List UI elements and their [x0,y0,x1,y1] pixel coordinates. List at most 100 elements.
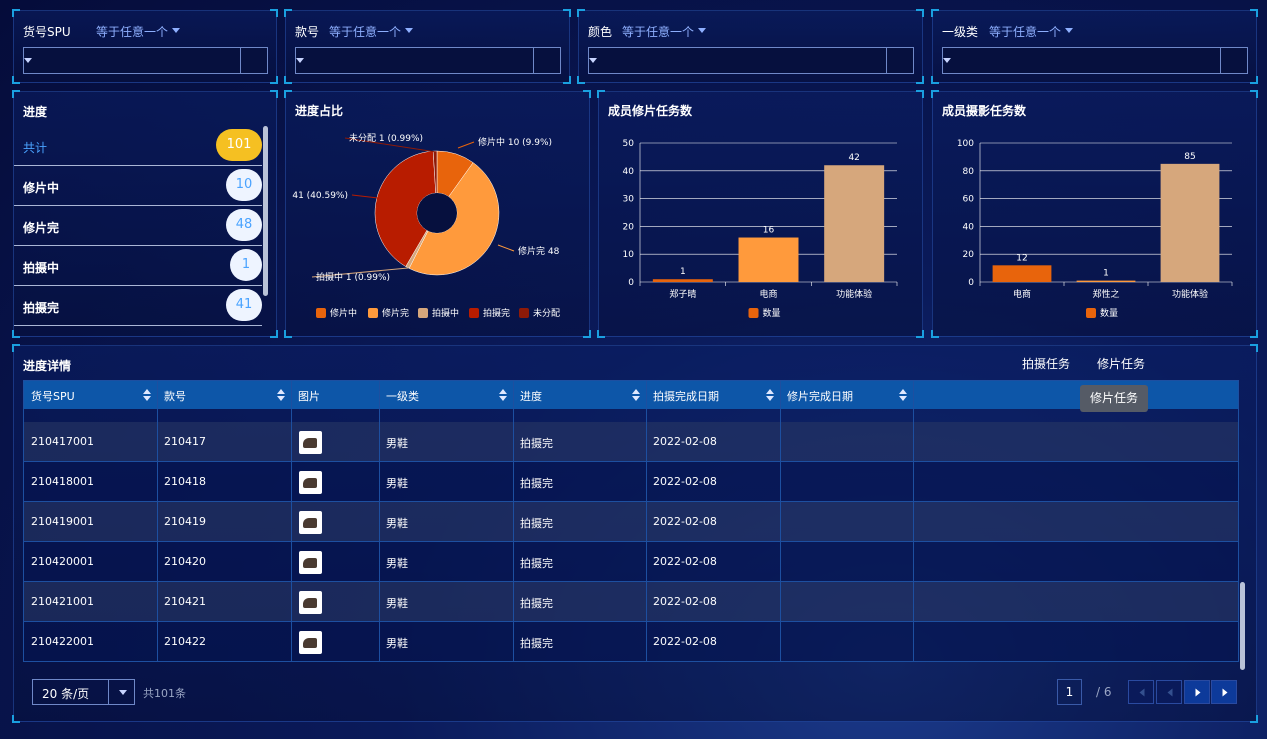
caret [766,389,774,394]
cell: 男鞋 [386,597,408,610]
column-header[interactable]: 进度 [520,390,542,403]
filter-select[interactable] [295,47,561,74]
column-divider [379,381,380,661]
caret [499,396,507,401]
cell: 210417 [164,435,206,448]
corner [1250,76,1258,84]
cell: 210418 [164,475,206,488]
corner [916,90,924,98]
caret [143,389,151,394]
panel [931,90,1258,338]
caret [943,58,951,63]
corner [284,90,292,98]
table-row[interactable] [24,582,1238,622]
table-header [24,381,1238,409]
page-size-select[interactable]: 20 条/页 [32,679,135,705]
column-header[interactable]: 一级类 [386,390,419,403]
corner [1250,715,1258,723]
corner [931,90,939,98]
shoe [303,558,317,568]
column-header[interactable]: 款号 [164,390,186,403]
cell: 拍摄完 [520,637,553,650]
filter-select[interactable] [23,47,268,74]
table-row[interactable] [24,542,1238,582]
shoe [303,638,317,648]
row-divider [14,285,262,286]
progress-label[interactable]: 共计 [23,141,48,155]
corner [1250,9,1258,17]
corner [931,76,939,84]
current-page[interactable]: 1 [1057,679,1082,705]
corner [284,9,292,17]
table: 货号SPU 款号 图片 一级类 进度 拍摄完成日期 修片完成日期 210417001 21041… [23,380,1239,662]
filter-operator[interactable]: 等于任意一个 [96,25,169,39]
cell: 男鞋 [386,637,408,650]
corner [916,9,924,17]
filter-operator[interactable]: 等于任意一个 [329,25,402,39]
column-header[interactable]: 拍摄完成日期 [653,390,719,403]
progress-count: 41 [226,289,262,321]
panel-title: 成员摄影任务数 [942,104,1027,118]
toolbar-button[interactable]: 修片任务 [1097,357,1146,371]
filter-operator[interactable]: 等于任意一个 [622,25,695,39]
corner [12,330,20,338]
caret [296,58,304,63]
select-divider [108,680,109,704]
column-header[interactable]: 修片完成日期 [787,390,853,403]
corner [563,9,571,17]
progress-label[interactable]: 修片中 [23,181,60,195]
progress-count: 48 [226,209,262,241]
caret [172,28,180,33]
caret [632,396,640,401]
caret [698,28,706,33]
caret [277,396,285,401]
page-count: / 6 [1096,685,1112,699]
cell: 210419001 [31,515,94,528]
filter-operator[interactable]: 等于任意一个 [989,25,1062,39]
table-row[interactable] [24,462,1238,502]
corner [577,9,585,17]
progress-label[interactable]: 修片完 [23,221,60,235]
filter-select[interactable] [942,47,1248,74]
column-divider [913,381,914,661]
cell: 210420 [164,555,206,568]
caret [1222,688,1228,697]
page-nav[interactable] [1211,680,1237,704]
table-row[interactable] [24,502,1238,542]
cell: 拍摄完 [520,477,553,490]
cell: 男鞋 [386,557,408,570]
corner [597,90,605,98]
filter-select[interactable] [588,47,914,74]
row-divider [14,165,262,166]
cell: 男鞋 [386,517,408,530]
cell: 210417001 [31,435,94,448]
column-header[interactable]: 图片 [298,390,320,403]
shoe [303,478,317,488]
panel-title: 进度占比 [295,104,344,118]
caret [1195,688,1201,697]
page-nav[interactable] [1184,680,1210,704]
page-nav[interactable] [1156,680,1182,704]
column-divider [780,381,781,661]
corner [583,90,591,98]
caret [632,389,640,394]
cell: 2022-02-08 [653,555,717,568]
table-row[interactable] [24,422,1238,462]
cell: 拍摄完 [520,597,553,610]
column-header[interactable]: 货号SPU [31,390,75,403]
caret [277,389,285,394]
cell: 拍摄完 [520,517,553,530]
progress-label[interactable]: 拍摄完 [23,301,60,315]
total: 共101条 [143,687,186,700]
cell: 210421 [164,595,206,608]
progress-label[interactable]: 拍摄中 [23,261,60,275]
corner [1250,90,1258,98]
row-divider [14,245,262,246]
page-nav[interactable] [1128,680,1154,704]
toolbar-button[interactable]: 拍摄任务 [1022,357,1071,371]
panel: 款号 等于任意一个 [284,9,571,84]
caret [499,389,507,394]
column-divider [646,381,647,661]
table-row[interactable] [24,622,1238,661]
progress-count: 101 [216,129,262,161]
